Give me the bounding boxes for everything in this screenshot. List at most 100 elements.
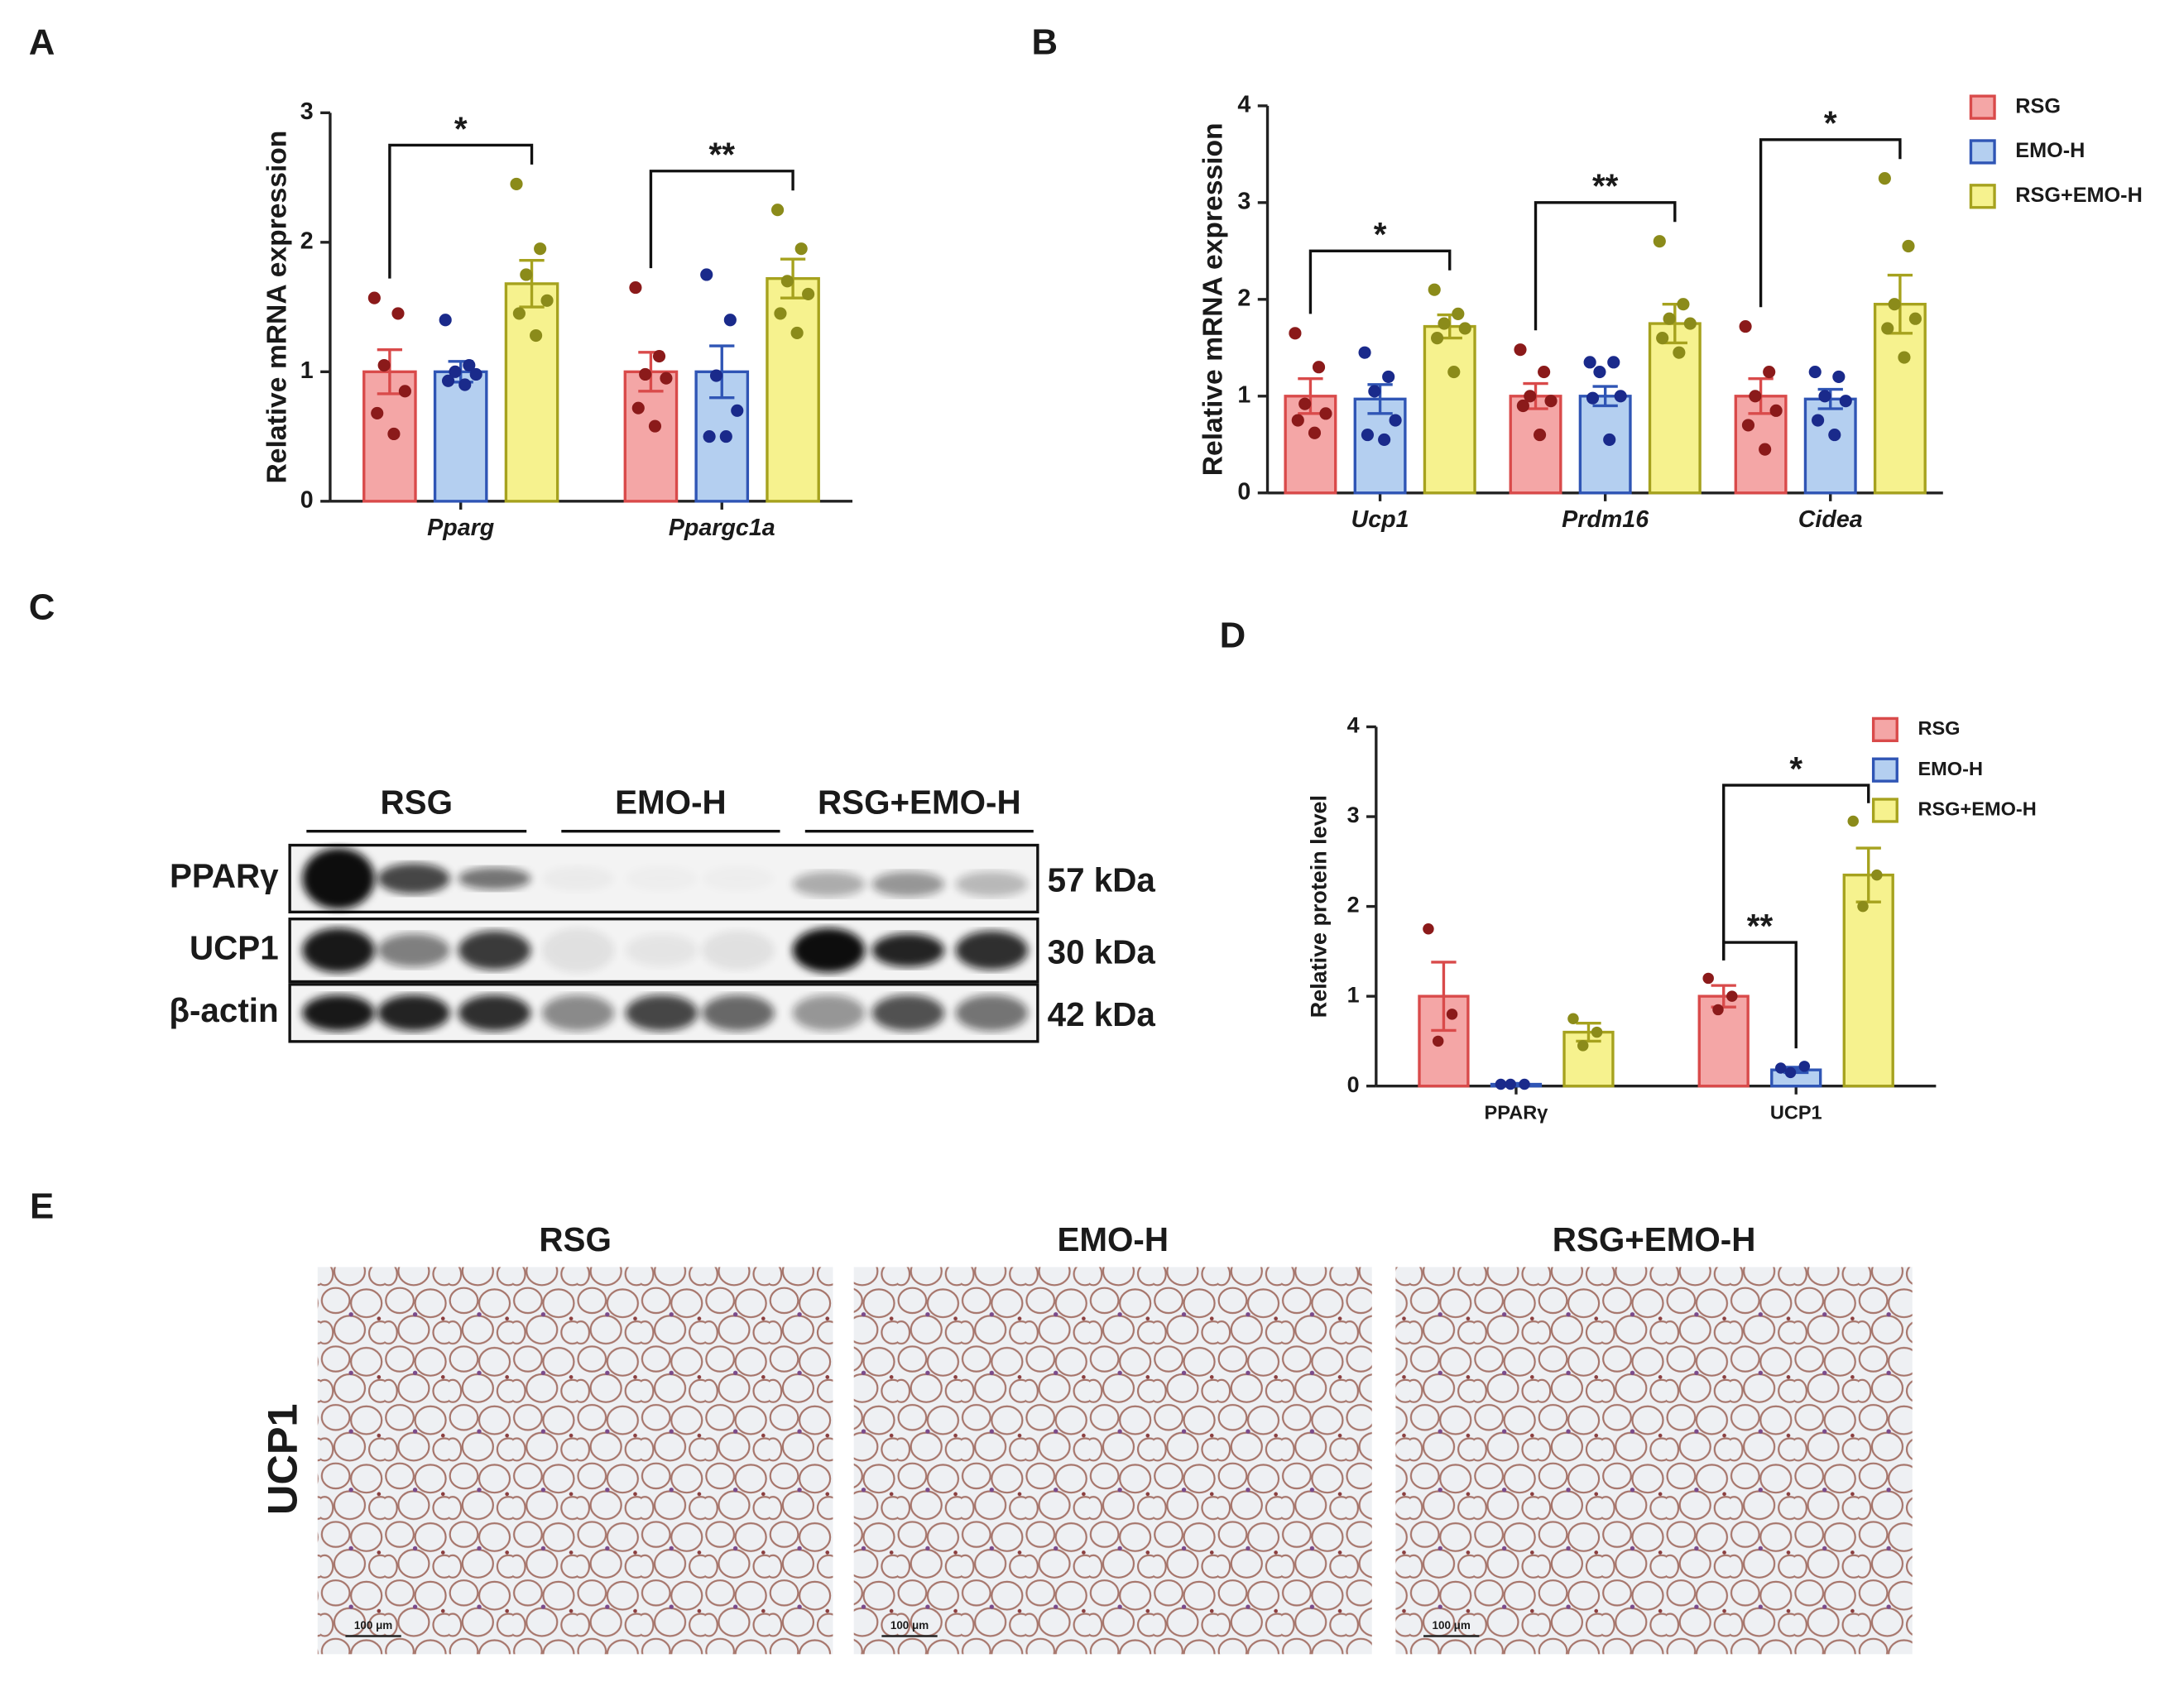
data-point: [1428, 283, 1441, 296]
blot-size-label: 57 kDa: [1048, 861, 1156, 899]
data-point: [458, 378, 472, 391]
data-point: [367, 291, 381, 304]
blot-band: [302, 927, 375, 973]
chart: 0 1 2 3 Pparg Ppargc1a Relative mRNA expressio…: [262, 98, 853, 541]
blot-band: [458, 931, 531, 970]
scale-bar-label: 100 μm: [1433, 1619, 1471, 1632]
data-point: [469, 367, 482, 381]
blot-band: [458, 994, 531, 1032]
blot-band: [955, 871, 1029, 897]
data-point: [1423, 923, 1434, 935]
data-point: [1759, 443, 1772, 456]
data-point: [631, 401, 645, 415]
data-point: [1593, 365, 1606, 379]
bar: [1423, 324, 1476, 495]
blot-band: [792, 927, 866, 973]
data-point: [1577, 1040, 1589, 1052]
data-point: [1878, 172, 1891, 185]
data-point: [1739, 320, 1752, 333]
x-tick-label: UCP1: [1770, 1102, 1822, 1124]
data-point: [1431, 332, 1444, 345]
data-point: [1382, 370, 1395, 383]
micrograph: [853, 1267, 1372, 1655]
scale-bar-label: 100 μm: [890, 1619, 929, 1632]
y-tick-label: 3: [300, 98, 314, 125]
data-point: [709, 369, 723, 382]
data-point: [703, 430, 716, 443]
data-point: [1828, 429, 1841, 442]
y-tick-label: 1: [1237, 381, 1250, 408]
blot-band: [377, 863, 450, 894]
data-point: [534, 242, 547, 256]
x-tick-label: Ppargc1a: [669, 515, 775, 541]
blot-band: [792, 871, 866, 897]
legend-swatch: [1969, 94, 1996, 120]
panel-label: C: [29, 587, 55, 628]
y-tick-label: 3: [1347, 803, 1360, 827]
data-point: [771, 204, 785, 217]
data-point: [1614, 390, 1627, 403]
group-label: EMO-H: [615, 783, 727, 821]
significance-label: **: [1747, 907, 1774, 945]
data-point: [1784, 1066, 1797, 1079]
blot-band: [702, 866, 775, 891]
data-point: [1505, 1078, 1516, 1090]
x-tick-label: Prdm16: [1562, 506, 1649, 533]
data-point: [520, 268, 533, 281]
chart: 0 1 2 3 4 Ucp1 Prdm16 Cidea Relative mRNA expres…: [1198, 91, 2142, 533]
data-point: [700, 268, 713, 281]
data-point: [790, 326, 804, 339]
micrograph: [1395, 1267, 1913, 1655]
y-tick-label: 2: [300, 228, 314, 254]
data-point: [449, 365, 462, 378]
data-point: [387, 427, 401, 441]
blot-band: [702, 931, 775, 970]
data-point: [1769, 404, 1783, 417]
data-point: [1677, 298, 1690, 311]
bar: [1509, 395, 1562, 495]
data-point: [1567, 1013, 1579, 1025]
significance-label: **: [1592, 167, 1619, 205]
data-point: [629, 281, 642, 295]
bar: [433, 370, 488, 503]
data-point: [1308, 426, 1322, 439]
data-point: [1832, 370, 1846, 383]
blot-band: [955, 931, 1029, 970]
panel-label: D: [1220, 615, 1246, 655]
legend-swatch: [1969, 184, 1996, 209]
data-point: [1291, 414, 1304, 427]
data-point: [1898, 351, 1911, 364]
data-point: [1432, 1035, 1444, 1047]
data-point: [1524, 390, 1537, 403]
data-point: [1516, 399, 1529, 413]
data-point: [371, 406, 384, 420]
data-point: [1514, 343, 1527, 357]
legend-label: RSG: [2015, 94, 2061, 117]
data-point: [1653, 235, 1666, 248]
data-point: [1446, 1009, 1458, 1020]
data-point: [1361, 429, 1375, 442]
y-tick-label: 1: [1347, 982, 1360, 1007]
legend-swatch: [1871, 716, 1898, 743]
legend-label: EMO-H: [2015, 139, 2085, 162]
data-point: [660, 371, 673, 385]
legend-swatch: [1871, 757, 1898, 783]
data-point: [1358, 346, 1371, 359]
data-point: [1798, 1061, 1811, 1072]
significance-bracket: [1308, 249, 1452, 314]
panel-label: A: [29, 22, 55, 62]
data-point: [780, 275, 794, 288]
data-point: [1881, 322, 1894, 335]
blot-band: [871, 871, 945, 897]
blot-size-label: 30 kDa: [1048, 932, 1156, 970]
data-point: [1438, 317, 1451, 330]
data-point: [648, 419, 662, 433]
data-point: [1289, 327, 1302, 340]
blot-band: [625, 933, 698, 967]
y-tick-label: 3: [1237, 188, 1250, 214]
y-tick-label: 2: [1237, 285, 1250, 311]
group-label: RSG: [381, 783, 454, 821]
